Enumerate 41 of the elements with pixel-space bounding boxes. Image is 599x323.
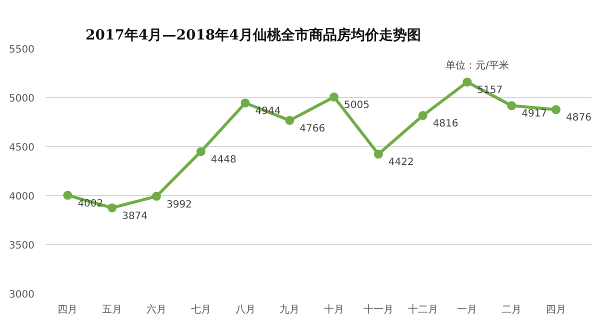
x-tick-label: 九月: [280, 304, 300, 316]
data-label: 4876: [566, 112, 592, 124]
y-tick-label: 3000: [9, 290, 35, 300]
x-tick-label: 七月: [190, 304, 211, 316]
x-tick-label: 十月: [324, 304, 344, 316]
x-tick-label: 二月: [502, 304, 522, 316]
point: [240, 98, 250, 108]
chart-title: 2017年4月—2018年4月仙桃全市商品房均价走势图: [86, 26, 421, 44]
y-tick-label: 3500: [9, 240, 35, 252]
x-tick-label: 十二月: [408, 304, 438, 316]
point: [418, 111, 428, 120]
point: [108, 203, 117, 212]
data-label: 4816: [432, 118, 458, 130]
data-label: 4917: [522, 108, 548, 120]
annotation: 单位：元/平米: [446, 60, 509, 72]
x-tick-label: 六月: [146, 304, 166, 316]
data-label: 5005: [344, 100, 370, 112]
point: [152, 192, 161, 201]
data-label: 4766: [300, 123, 326, 134]
point: [374, 150, 383, 159]
data-label: 4448: [210, 154, 236, 166]
y-tick-label: 5000: [9, 94, 35, 104]
point: [330, 92, 339, 102]
point: [507, 101, 516, 110]
point: [196, 147, 206, 156]
data-label: 3992: [166, 199, 192, 210]
point: [551, 105, 560, 114]
point: [63, 190, 72, 200]
x-tick-label: 五月: [102, 304, 122, 316]
x-tick-label: 八月: [235, 304, 256, 316]
x-tick-label: 四月: [546, 304, 566, 316]
y-tick-label: 4000: [9, 192, 35, 202]
point: [285, 116, 294, 125]
data-label: 3874: [122, 210, 148, 222]
x-tick-label: 一月: [457, 304, 478, 316]
point: [462, 78, 472, 87]
data-label: 4422: [388, 157, 414, 168]
y-tick-label: 4500: [9, 142, 35, 154]
y-tick-label: 5500: [9, 44, 35, 56]
x-tick-label: 十一月: [363, 304, 394, 316]
x-tick-label: 四月: [58, 304, 78, 316]
